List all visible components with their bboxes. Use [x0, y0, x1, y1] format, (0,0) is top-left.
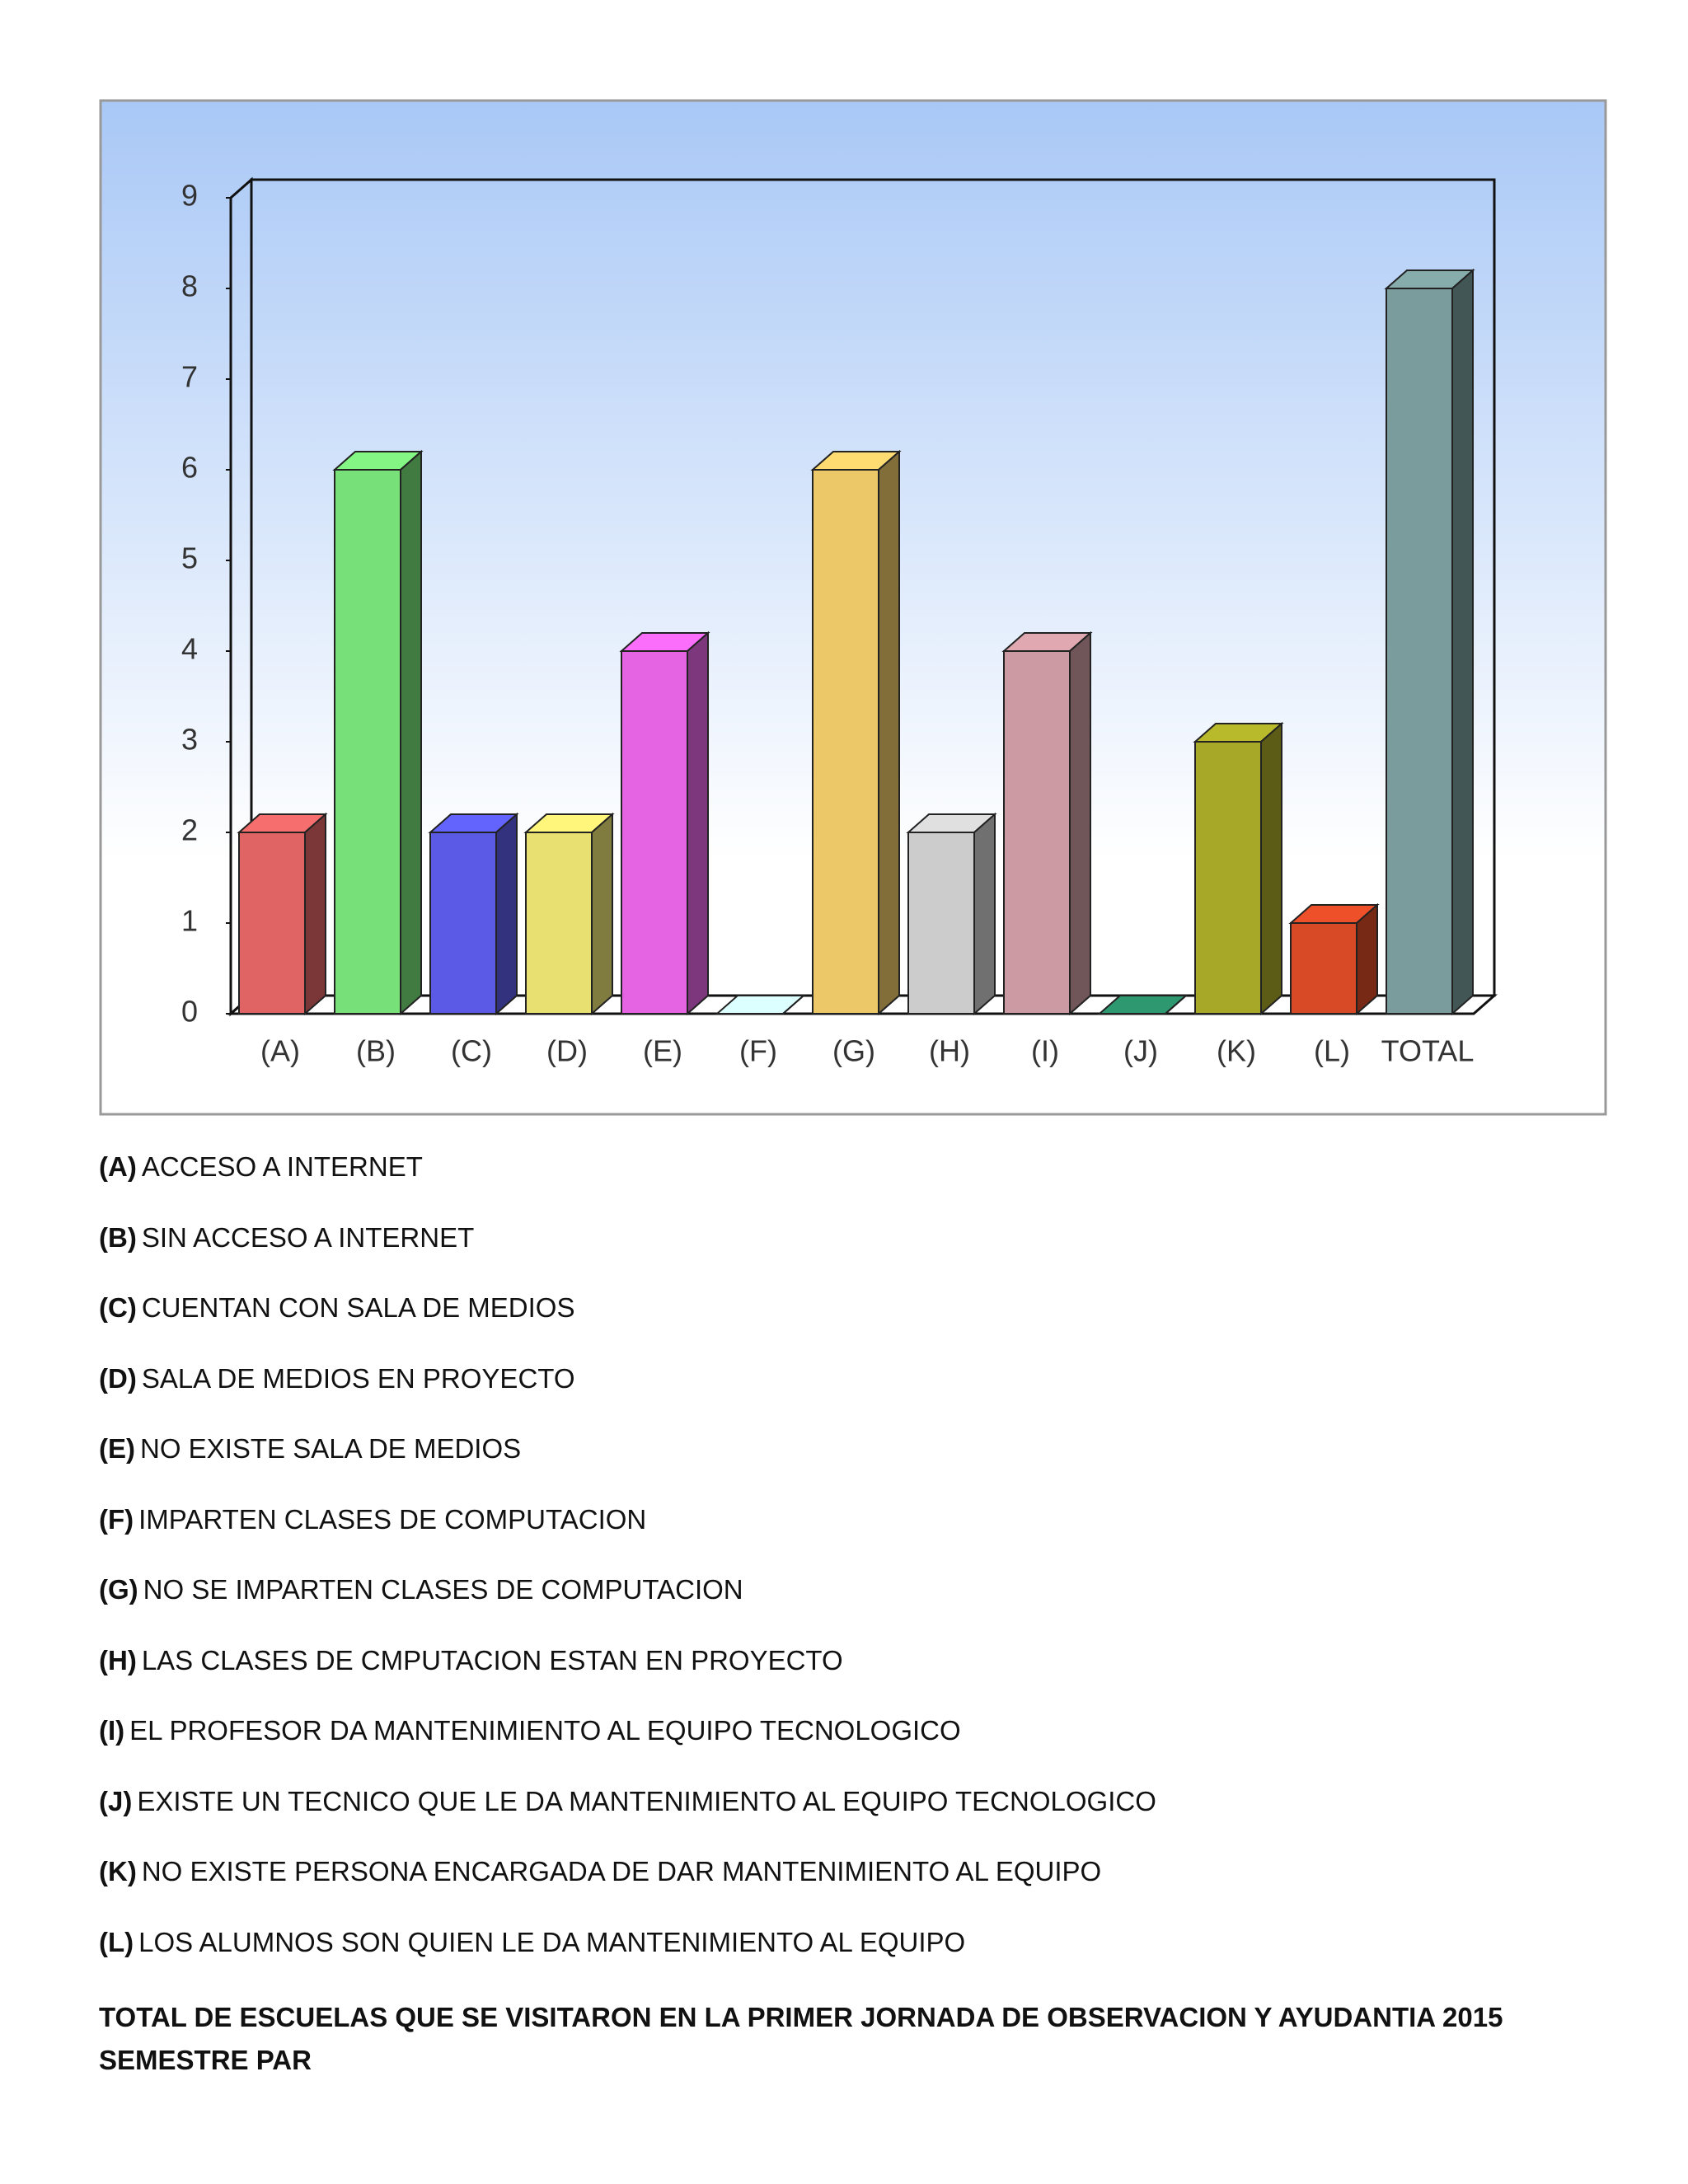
x-tick-label: (L) [1314, 1034, 1350, 1068]
legend-item: (D) SALA DE MEDIOS EN PROYECTO [99, 1359, 1607, 1430]
legend-text: ACCESO A INTERNET [141, 1151, 423, 1182]
bar-side [400, 449, 422, 1016]
bar-side [495, 812, 518, 1016]
bar-side [973, 812, 996, 1016]
bar [907, 832, 975, 1015]
legend-item: (J) EXISTE UN TECNICO QUE LE DA MANTENIMI… [99, 1782, 1607, 1853]
x-tick-label: (E) [643, 1034, 682, 1068]
legend-code: (E) [99, 1433, 135, 1464]
x-tick-label: (D) [546, 1034, 588, 1068]
legend-item: (H) LAS CLASES DE CMPUTACION ESTAN EN PRO… [99, 1641, 1607, 1712]
x-tick-label: (G) [832, 1034, 875, 1068]
legend-code: (H) [99, 1644, 137, 1675]
bar-side [1356, 902, 1378, 1016]
legend-code: (D) [99, 1362, 137, 1394]
bar [1386, 288, 1453, 1015]
bar [1003, 650, 1071, 1015]
legend-item: (A) ACCESO A INTERNET [99, 1147, 1607, 1218]
bar [525, 832, 593, 1015]
legend-text: NO EXISTE SALA DE MEDIOS [140, 1433, 522, 1464]
x-tick-label: (I) [1031, 1034, 1059, 1068]
legend-text: SALA DE MEDIOS EN PROYECTO [141, 1362, 575, 1394]
legend-item: (L) LOS ALUMNOS SON QUIEN LE DA MANTENIMI… [99, 1923, 1607, 1994]
legend-item: (I) EL PROFESOR DA MANTENIMIENTO AL EQUIP… [99, 1711, 1607, 1782]
legend-text: LAS CLASES DE CMPUTACION ESTAN EN PROYEC… [141, 1644, 843, 1675]
x-tick-label: (K) [1217, 1034, 1256, 1068]
legend-code: (B) [99, 1221, 137, 1253]
chart: 0 1 2 3 4 5 6 7 8 9 (A) (B) (C) (D) (E) (F) (G) (H) (I) (J)… [99, 99, 1607, 1116]
y-tick-label: 9 [181, 179, 198, 213]
legend-code: (J) [99, 1785, 133, 1816]
x-tick-label: (F) [739, 1034, 777, 1068]
bar [1290, 922, 1357, 1015]
legend-code: (G) [99, 1574, 138, 1605]
legend-text: LOS ALUMNOS SON QUIEN LE DA MANTENIMIENT… [138, 1926, 966, 1957]
legend-code: (I) [99, 1715, 125, 1746]
legend-item: (B) SIN ACCESO A INTERNET [99, 1218, 1607, 1289]
bar-side [1165, 995, 1187, 1015]
legend-item: (C) CUENTAN CON SALA DE MEDIOS [99, 1288, 1607, 1359]
y-tick-label: 6 [181, 451, 198, 485]
y-tick-label: 8 [181, 269, 198, 303]
legend-text: CUENTAN CON SALA DE MEDIOS [141, 1292, 575, 1323]
legend-item: (G) NO SE IMPARTEN CLASES DE COMPUTACION [99, 1570, 1607, 1641]
bar-side [1260, 721, 1282, 1016]
bar-side [878, 449, 900, 1016]
y-tick-label: 5 [181, 541, 198, 575]
legend-item: (K) NO EXISTE PERSONA ENCARGADA DE DAR MA… [99, 1852, 1607, 1923]
bar [429, 832, 497, 1015]
legend-code: (F) [99, 1503, 134, 1535]
y-tick-label: 7 [181, 360, 198, 394]
bar-side [782, 995, 804, 1015]
legend-text: SIN ACCESO A INTERNET [141, 1221, 475, 1253]
y-tick-label: 4 [181, 632, 198, 666]
x-tick-label: (B) [356, 1034, 396, 1068]
bar-side [687, 630, 709, 1016]
bar [1194, 741, 1262, 1015]
x-tick-label: (J) [1123, 1034, 1158, 1068]
legend-text: IMPARTEN CLASES DE COMPUTACION [138, 1503, 647, 1535]
legend-code: (L) [99, 1926, 134, 1957]
legend-code: (C) [99, 1292, 137, 1323]
y-tick-label: 2 [181, 813, 198, 847]
bar [238, 832, 306, 1015]
x-tick-label: (C) [451, 1034, 492, 1068]
x-tick-label: (A) [260, 1034, 300, 1068]
bar-side [1069, 630, 1091, 1016]
x-tick-label: TOTAL [1381, 1034, 1475, 1068]
bar [334, 469, 401, 1015]
bar [812, 469, 879, 1015]
legend-text: NO SE IMPARTEN CLASES DE COMPUTACION [143, 1574, 743, 1605]
y-tick-label: 3 [181, 723, 198, 757]
footer-note: TOTAL DE ESCUELAS QUE SE VISITARON EN LA… [99, 2002, 1503, 2075]
y-tick-label: 0 [181, 995, 198, 1029]
bar-side [304, 812, 326, 1016]
legend-item: (F) IMPARTEN CLASES DE COMPUTACION [99, 1500, 1607, 1571]
bar-side [591, 812, 613, 1016]
legend-text: EL PROFESOR DA MANTENIMIENTO AL EQUIPO T… [129, 1715, 961, 1746]
x-tick-label: (H) [929, 1034, 970, 1068]
y-tick-label: 1 [181, 904, 198, 938]
legend-text: NO EXISTE PERSONA ENCARGADA DE DAR MANTE… [141, 1856, 1102, 1886]
legend-code: (A) [99, 1151, 137, 1182]
bar-side [1451, 268, 1474, 1016]
bar [621, 650, 688, 1015]
legend: (A) ACCESO A INTERNET (B) SIN ACCESO A INTE… [99, 1147, 1607, 2082]
legend-code: (K) [99, 1856, 137, 1886]
legend-item: (E) NO EXISTE SALA DE MEDIOS [99, 1429, 1607, 1500]
legend-text: EXISTE UN TECNICO QUE LE DA MANTENIMIENT… [137, 1785, 1156, 1816]
